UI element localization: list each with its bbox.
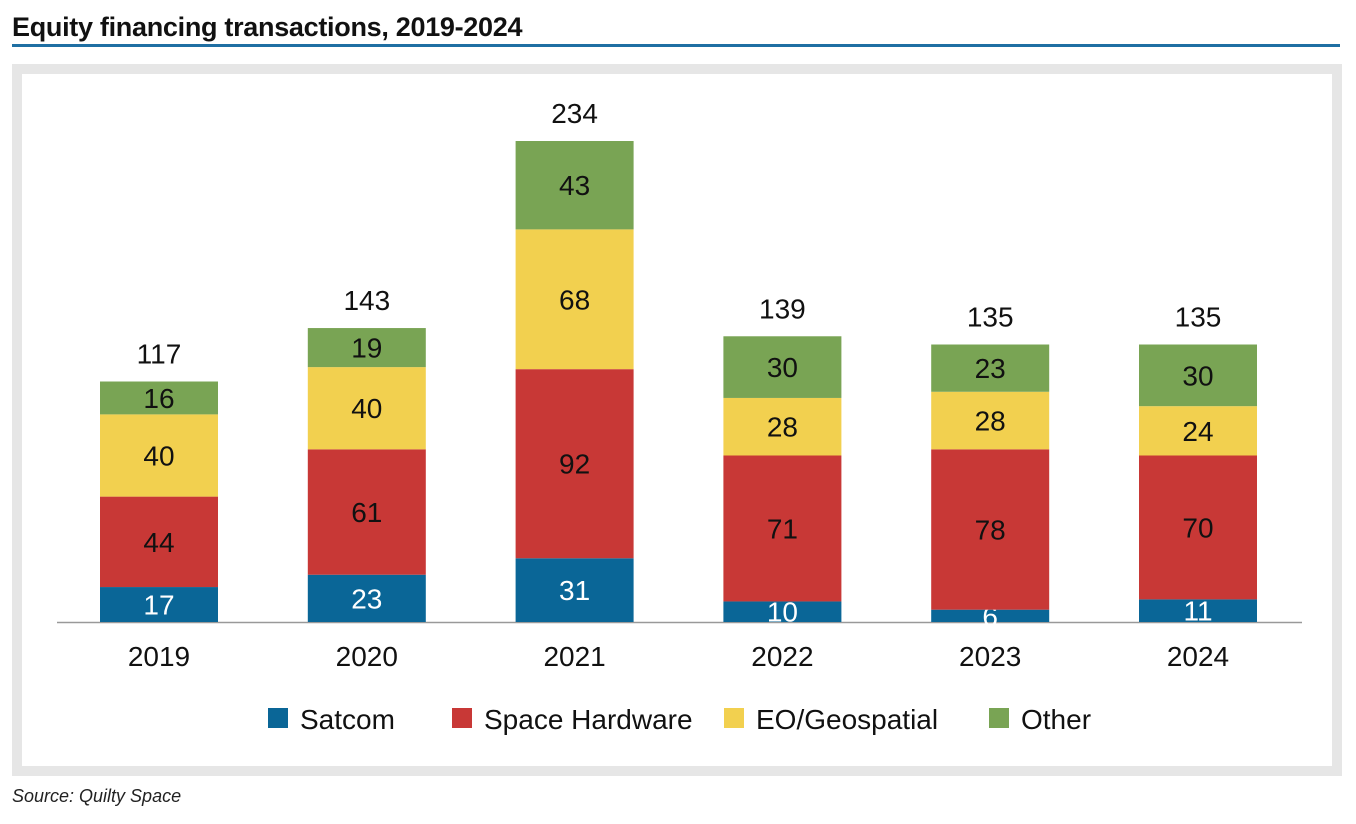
legend-swatch [452,708,472,728]
bar-segment-other [307,328,426,368]
bar-segment-eo-geospatial [723,397,842,456]
total-label: 117 [137,339,182,370]
data-label: 92 [559,449,590,480]
data-label: 24 [1182,416,1213,447]
bar-segment-satcom [1139,599,1257,622]
legend-swatch [268,708,288,728]
bar-segment-satcom [307,574,426,622]
bar-segment-eo-geospatial [931,391,1050,450]
bar-segment-space-hardware [1139,455,1257,600]
bar-segment-satcom [100,587,218,622]
bar-segment-other [931,344,1050,392]
legend-label: Satcom [300,704,395,735]
bar-segment-eo-geospatial [1139,406,1257,456]
legend-swatch [724,708,744,728]
bar-segment-space-hardware [931,449,1050,610]
legend-label: Space Hardware [484,704,693,735]
data-label: 11 [1183,596,1212,627]
title-rule [12,44,1340,47]
bar-segment-eo-geospatial [515,229,634,370]
legend-label: Other [1021,704,1091,735]
total-label: 135 [1175,302,1222,333]
x-tick-label: 2019 [128,641,190,672]
data-label: 78 [975,515,1006,546]
bar-segment-satcom [515,558,634,622]
chart-frame [12,64,1342,776]
bar-segment-space-hardware [100,496,218,588]
bar-segment-other [515,141,634,230]
total-label: 143 [343,285,390,316]
total-label: 135 [967,302,1014,333]
bar-segment-satcom [931,609,1050,622]
legend-label: EO/Geospatial [756,704,938,735]
data-label: 30 [767,352,798,383]
data-label: 43 [559,170,590,201]
data-label: 61 [351,497,382,528]
source-note: Source: Quilty Space [12,786,182,806]
x-tick-label: 2024 [1167,641,1229,672]
data-label: 70 [1182,512,1213,543]
data-label: 16 [143,383,174,414]
data-label: 31 [559,575,590,606]
data-label: 19 [351,333,382,364]
legend-swatch [989,708,1009,728]
data-label: 68 [559,284,590,315]
chart-title: Equity financing transactions, 2019-2024 [12,12,523,42]
bar-segment-space-hardware [723,455,842,602]
data-label: 10 [767,597,798,628]
x-tick-label: 2023 [959,641,1021,672]
bar-segment-eo-geospatial [307,367,426,450]
x-tick-label: 2022 [751,641,813,672]
data-label: 23 [351,583,382,614]
x-tick-label: 2021 [543,641,605,672]
total-label: 234 [551,98,598,129]
bar-segment-eo-geospatial [100,414,218,497]
data-label: 30 [1182,360,1213,391]
data-label: 23 [975,353,1006,384]
data-label: 71 [767,513,798,544]
data-label: 44 [143,527,174,558]
bar-segment-other [100,381,218,415]
bar-segment-other [723,336,842,398]
data-label: 28 [767,412,798,443]
bar-segment-satcom [723,601,842,622]
data-label: 40 [351,393,382,424]
bar-segment-space-hardware [515,369,634,559]
data-label: 17 [143,590,174,621]
total-label: 139 [759,293,806,324]
bar-segment-space-hardware [307,449,426,575]
data-label: 28 [975,406,1006,437]
x-tick-label: 2020 [336,641,398,672]
data-label: 40 [143,441,174,472]
bar-segment-other [1139,344,1257,407]
